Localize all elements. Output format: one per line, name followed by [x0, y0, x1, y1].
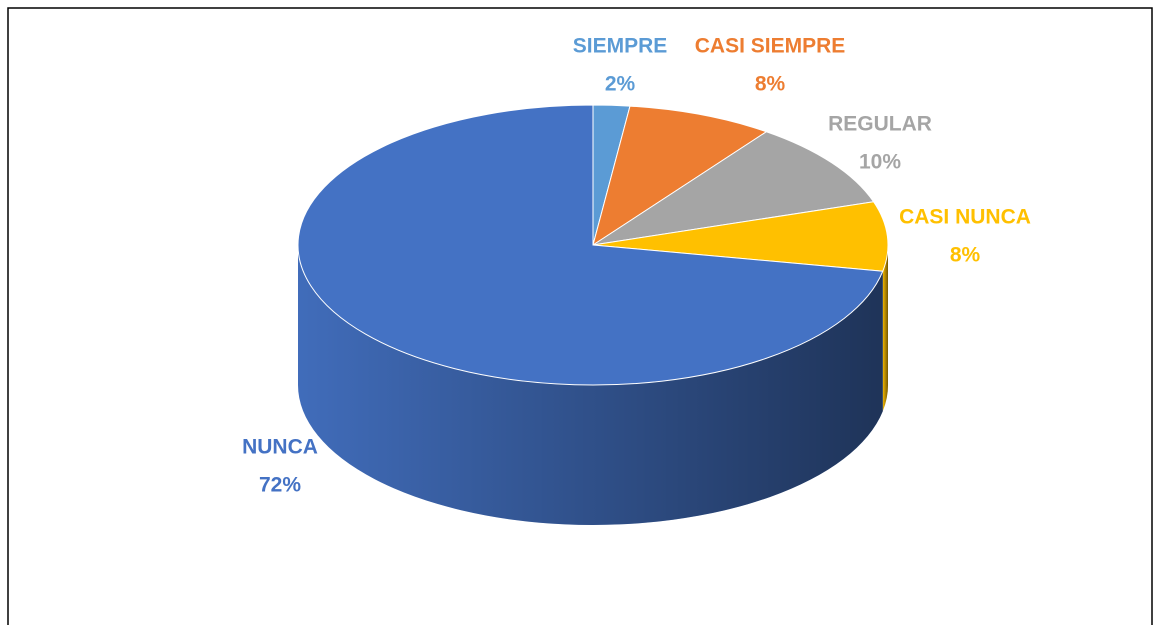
- slice-label: CASI SIEMPRE: [695, 35, 846, 58]
- slice-value-label: 2%: [605, 73, 636, 96]
- slice: [592, 201, 889, 272]
- slice: [297, 104, 884, 386]
- slice-value-label: 72%: [259, 474, 301, 497]
- slice-value-label: 8%: [950, 244, 981, 267]
- slice-value-label: 8%: [755, 73, 786, 96]
- slice-label: CASI NUNCA: [899, 206, 1031, 229]
- slice: [592, 105, 768, 247]
- slice-value-label: 10%: [859, 151, 901, 174]
- slice-label: REGULAR: [828, 113, 932, 136]
- slice-label: NUNCA: [242, 436, 318, 459]
- side-shade: [882, 245, 888, 412]
- slice: [592, 131, 875, 246]
- slice-label: SIEMPRE: [573, 35, 668, 58]
